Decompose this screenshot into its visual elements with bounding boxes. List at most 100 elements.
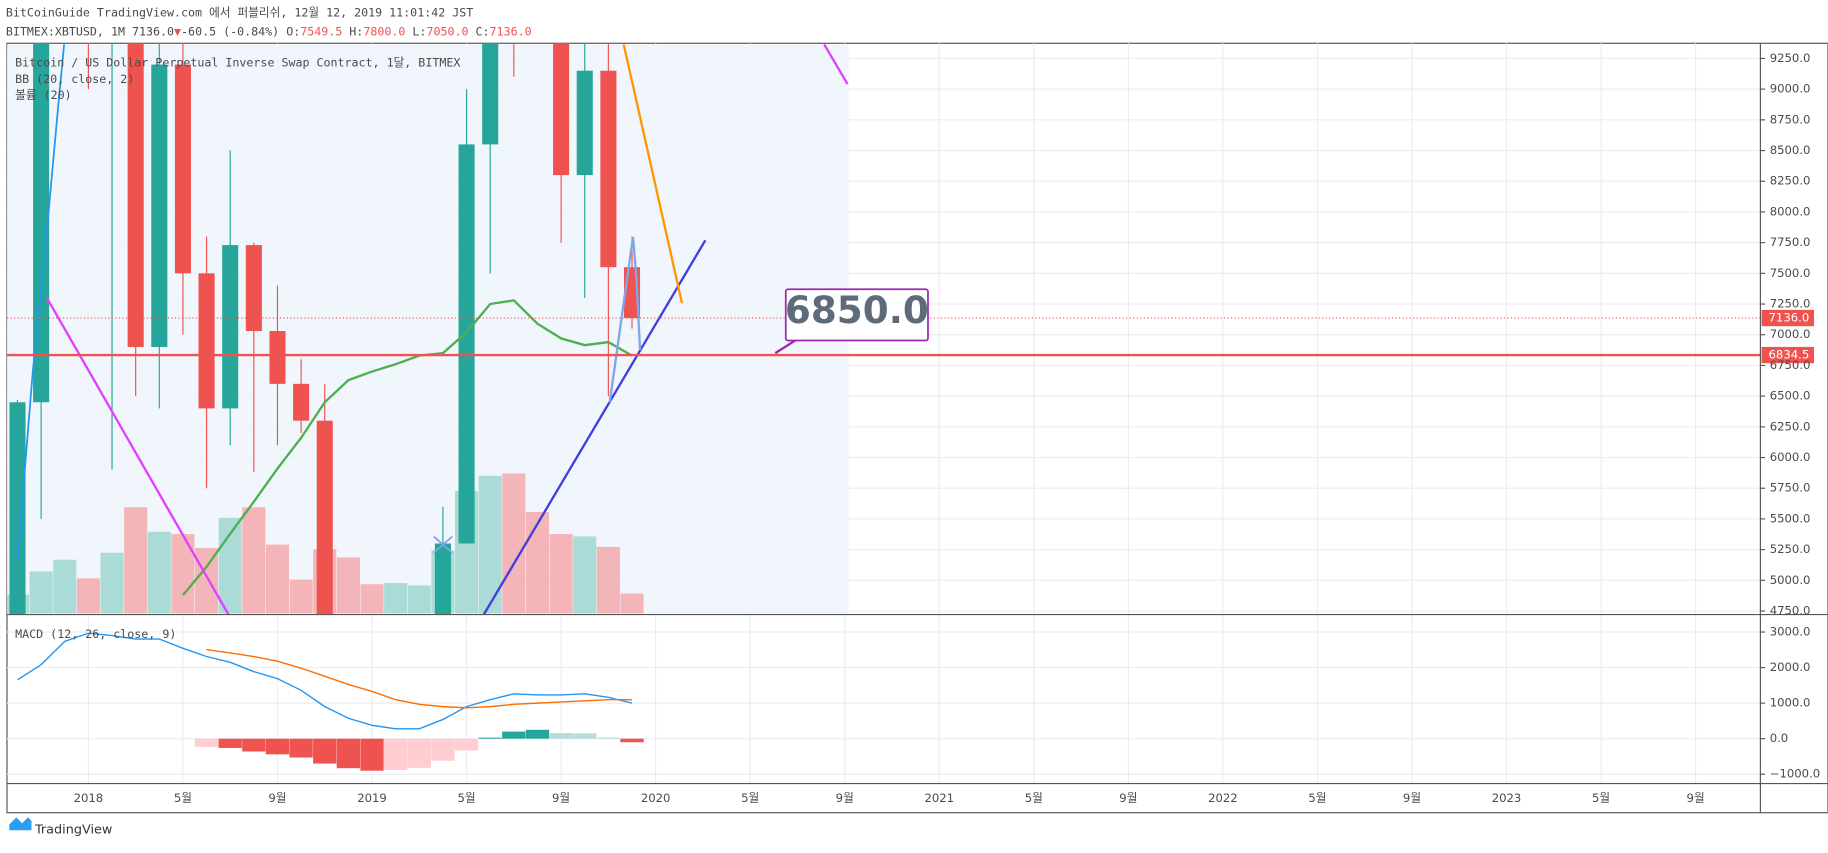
price-layer (9, 0, 641, 740)
volume-bar (525, 511, 550, 614)
histogram-bar (384, 738, 408, 770)
candle-body (198, 273, 215, 409)
volume-bar (124, 507, 148, 614)
histogram-bar (454, 738, 479, 751)
volume-bar (596, 546, 620, 614)
candle-body (458, 144, 475, 544)
c-label: C: (476, 24, 490, 38)
y-tick-label: 1000.0 (1770, 696, 1811, 710)
histogram-bar (596, 737, 621, 739)
histogram-bar (549, 732, 573, 739)
annotations: 7136.0 6834.5 6850.0 (6, 288, 1815, 364)
drawings (16, 43, 849, 615)
logo (9, 817, 32, 831)
y-tick-label: 5250.0 (1770, 542, 1811, 556)
x-tick-label: 2020 (641, 791, 671, 805)
histogram-bar (194, 738, 219, 747)
x-tick-label: 5월 (741, 791, 759, 805)
volume-bar (242, 507, 266, 614)
macd-line (17, 632, 633, 730)
candle-body (269, 331, 286, 384)
histogram-bar (360, 738, 384, 771)
x-tick-label: 5월 (1592, 791, 1610, 805)
price-tag-label: 7136.0 (1769, 311, 1810, 325)
symbol-line: BITMEX:XBTUSD, 1M 7136.0▼-60.5 (-0.84%) … (6, 24, 532, 38)
arrow: ▼ (174, 24, 181, 38)
candle-body (529, 0, 545, 15)
axes: 2018 5월 9월 2019 5월 9월 2020 5월 9월 2021 5월 9월 2022 5월 9월… (74, 51, 1821, 805)
candle-body (600, 70, 617, 268)
x-tick-label: 5월 (1308, 791, 1326, 805)
price-tag (1761, 346, 1815, 364)
pattern-line (608, 236, 642, 403)
volume-bar (265, 544, 290, 614)
y-tick-label: 7500.0 (1770, 266, 1811, 280)
candle-body (293, 383, 310, 421)
bb-basis (182, 299, 633, 596)
histogram-bar (289, 738, 313, 758)
footer: TradingView (34, 823, 112, 838)
histogram-bar (242, 738, 266, 752)
x-tick-label: 9월 (552, 791, 570, 805)
volume-bar (360, 584, 384, 614)
candle-body (174, 64, 191, 274)
h-value: 7800.0 (363, 24, 405, 38)
x-tick-label: 9월 (268, 791, 286, 805)
y-tick-label: 7250.0 (1770, 297, 1811, 311)
volume-bar (289, 579, 313, 614)
candle-body (245, 245, 262, 332)
candle-body (127, 43, 144, 348)
macd-title: MACD (12, 26, close, 9) (15, 627, 176, 641)
l-label: L: (412, 24, 426, 38)
histogram-bar (336, 738, 361, 769)
c-value: 7136.0 (490, 24, 532, 38)
volume-bar (100, 552, 124, 614)
signal-line (206, 648, 633, 709)
x-tick-label: 9월 (1403, 791, 1421, 805)
candle-body (411, 691, 427, 722)
volume-bar (53, 559, 77, 614)
candle-body (316, 420, 333, 615)
bb-upper (16, 44, 65, 560)
volume-bar (502, 473, 526, 614)
change: -60.5 (-0.84%) (181, 24, 279, 38)
symbol: BITMEX:XBTUSD, 1M 7136.0 (6, 24, 174, 38)
y-tick-label: 8750.0 (1770, 112, 1811, 126)
callout-pointer (774, 339, 796, 355)
histogram-bar (313, 738, 337, 764)
header-line: BitCoinGuide TradingView.com 에서 퍼블리쉬, 12… (6, 5, 473, 19)
o-value: 7549.5 (300, 24, 342, 38)
candle-body (553, 43, 570, 176)
candle-body (9, 402, 26, 615)
y-tick-label: −1000.0 (1770, 767, 1820, 781)
l-value: 7050.0 (426, 24, 468, 38)
y-tick-label: 6000.0 (1770, 450, 1811, 464)
histogram-bar (620, 738, 644, 743)
x-tick-label: 5월 (1025, 791, 1043, 805)
trend-line (622, 44, 684, 304)
date-range (6, 44, 849, 615)
legend-title: Bitcoin / US Dollar Perpetual Inverse Sw… (15, 56, 460, 70)
y-tick-label: 5000.0 (1770, 573, 1811, 587)
y-tick-label: 6750.0 (1770, 358, 1811, 372)
x-tick-label: 2023 (1492, 791, 1522, 805)
volume-bar (573, 536, 597, 614)
legend-bb: BB (20, close, 2) (15, 72, 134, 86)
y-tick-label: 9250.0 (1770, 51, 1811, 65)
histogram-bar (407, 738, 431, 768)
histogram-bar (218, 738, 242, 748)
volume-bar (336, 557, 360, 614)
histogram-bar (478, 737, 502, 739)
legend-volume: 볼륨 (20) (15, 88, 71, 102)
candle-body (576, 70, 593, 176)
x-tick-label: 9월 (1687, 791, 1705, 805)
macd-layer (17, 632, 644, 771)
h-label: H: (349, 24, 363, 38)
x-tick-label: 9월 (836, 791, 854, 805)
y-tick-label: 5750.0 (1770, 481, 1811, 495)
trend-line (823, 43, 849, 85)
volume-bar (407, 585, 431, 614)
candle-body (340, 703, 356, 740)
y-tick-label: 0.0 (1770, 731, 1789, 745)
volume-bar (620, 593, 644, 614)
